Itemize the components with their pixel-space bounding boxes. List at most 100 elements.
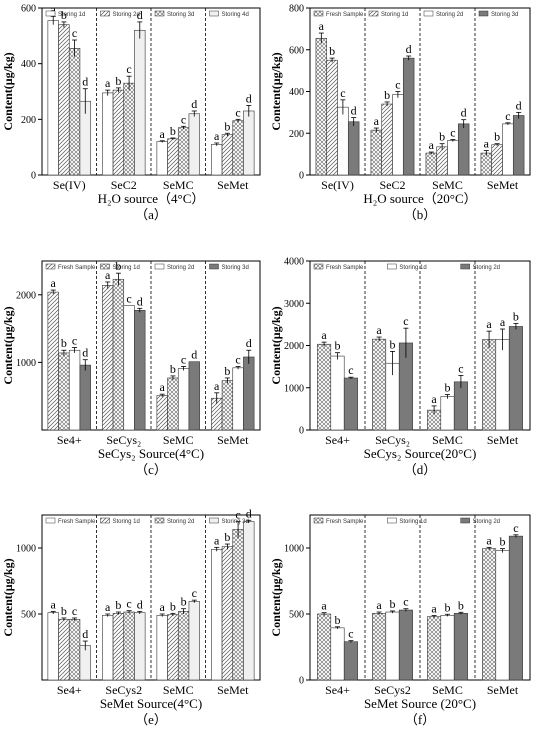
bar-b-0-3	[347, 121, 360, 176]
y-tick-label: 0	[31, 171, 36, 182]
x-tick-label: SeMet	[487, 433, 519, 447]
y-tick-label: 2000	[284, 341, 304, 352]
significance-letter: c	[348, 363, 353, 377]
significance-letter: a	[376, 598, 382, 612]
significance-letter: a	[51, 2, 57, 16]
y-tick-label: 0	[299, 171, 304, 182]
significance-letter: b	[115, 74, 121, 88]
panel-label: （b）	[404, 207, 437, 222]
significance-letter: d	[82, 627, 88, 641]
significance-letter: b	[224, 364, 230, 378]
legend-entry: Storing 1d	[381, 12, 408, 18]
legend-entry: Storing 2d	[473, 519, 500, 525]
bar-e-2-2	[177, 611, 190, 681]
significance-letter: a	[374, 114, 380, 128]
panel-label: （c）	[135, 462, 167, 477]
legend-entry: Storing 3d	[222, 519, 249, 525]
legend-entry: Storing 3d	[222, 265, 249, 271]
bar-c-0-2	[68, 349, 81, 431]
y-tick-label: 500	[21, 610, 36, 621]
significance-letter: c	[235, 508, 240, 522]
significance-letter: a	[376, 323, 382, 337]
significance-letter: c	[181, 112, 186, 126]
significance-letter: b	[458, 598, 464, 612]
bar-b-0-0	[315, 37, 328, 176]
x-tick-label: SeCys₂	[375, 433, 410, 447]
x-tick-label: SeMC	[432, 683, 463, 697]
y-axis-label: Content(μg/kg)	[269, 52, 283, 130]
legend-swatch	[209, 263, 219, 270]
bar-c-1-3	[134, 310, 146, 431]
bar-e-3-3	[243, 521, 255, 681]
bar-f-1-2	[398, 609, 413, 681]
significance-letter: c	[235, 105, 240, 119]
significance-letter: c	[72, 334, 77, 348]
legend-swatch	[368, 10, 379, 17]
bar-a-0-2	[68, 48, 81, 176]
legend-swatch	[100, 263, 110, 270]
legend-swatch	[154, 263, 165, 270]
y-tick-label: 400	[289, 87, 304, 98]
bar-e-0-3	[79, 645, 91, 681]
bar-a-0-1	[58, 24, 70, 176]
legend-swatch	[313, 10, 324, 17]
significance-letter: a	[431, 392, 437, 406]
significance-letter: b	[335, 339, 341, 353]
bar-f-1-1	[385, 611, 400, 681]
x-axis-label: SeCys₂ Source(20°C)	[364, 446, 477, 461]
y-tick-label: 1000	[284, 383, 304, 394]
panel-label: （a）	[135, 207, 167, 222]
x-tick-label: SeC2	[111, 178, 137, 192]
significance-letter: b	[61, 604, 67, 618]
bar-c-3-2	[232, 367, 244, 431]
legend-entry: Storing 1d	[113, 265, 140, 271]
bar-f-0-1	[330, 627, 345, 681]
bar-b-0-2	[337, 106, 349, 176]
bar-c-0-0	[47, 291, 59, 431]
x-axis-label: SeMet Source(4°C)	[100, 696, 202, 711]
significance-letter: a	[214, 379, 220, 393]
legend-entry: Storing 1d	[399, 265, 426, 271]
bar-e-3-0	[211, 549, 223, 681]
significance-letter: a	[486, 533, 492, 547]
x-axis-label: SeMet Source (20°C)	[364, 696, 476, 711]
y-tick-label: 400	[21, 59, 36, 70]
bar-f-2-1	[440, 615, 455, 681]
significance-letter: b	[445, 600, 451, 614]
significance-letter: d	[246, 91, 252, 105]
bar-c-2-0	[156, 395, 168, 431]
bar-a-1-0	[102, 92, 114, 176]
bar-d-0-1	[330, 355, 345, 431]
significance-letter: b	[384, 88, 390, 102]
significance-letter: d	[137, 597, 143, 611]
bar-f-2-2	[453, 613, 468, 681]
panel-label: （d）	[404, 462, 437, 477]
x-axis-label: H₂O source（4°C）	[98, 191, 205, 206]
bar-f-3-0	[482, 548, 497, 681]
legend-entry: Fresh Sample	[326, 265, 364, 271]
y-tick-label: 200	[289, 129, 304, 140]
significance-letter: b	[500, 535, 506, 549]
significance-letter: c	[395, 78, 400, 92]
bar-e-1-2	[123, 611, 135, 681]
bar-b-3-0	[480, 152, 493, 176]
bar-a-1-3	[134, 29, 146, 176]
x-tick-label: SeMet	[217, 433, 249, 447]
bar-c-2-1	[167, 377, 179, 431]
significance-letter: b	[170, 362, 176, 376]
significance-letter: c	[458, 361, 463, 375]
y-axis-label: Content(μg/kg)	[1, 558, 15, 636]
significance-letter: c	[513, 521, 518, 535]
x-axis-label: H₂O source（20°C）	[363, 191, 476, 206]
x-tick-label: SeCys₂	[106, 433, 141, 447]
y-axis-label: Content(μg/kg)	[269, 306, 283, 384]
x-tick-label: Se4+	[57, 683, 82, 697]
bar-c-3-3	[243, 356, 255, 431]
x-tick-label: SeMet	[487, 178, 519, 192]
significance-letter: a	[319, 19, 325, 33]
x-tick-label: SeMet	[487, 683, 519, 697]
significance-letter: a	[214, 533, 220, 547]
significance-letter: b	[329, 44, 335, 58]
significance-letter: a	[160, 380, 166, 394]
